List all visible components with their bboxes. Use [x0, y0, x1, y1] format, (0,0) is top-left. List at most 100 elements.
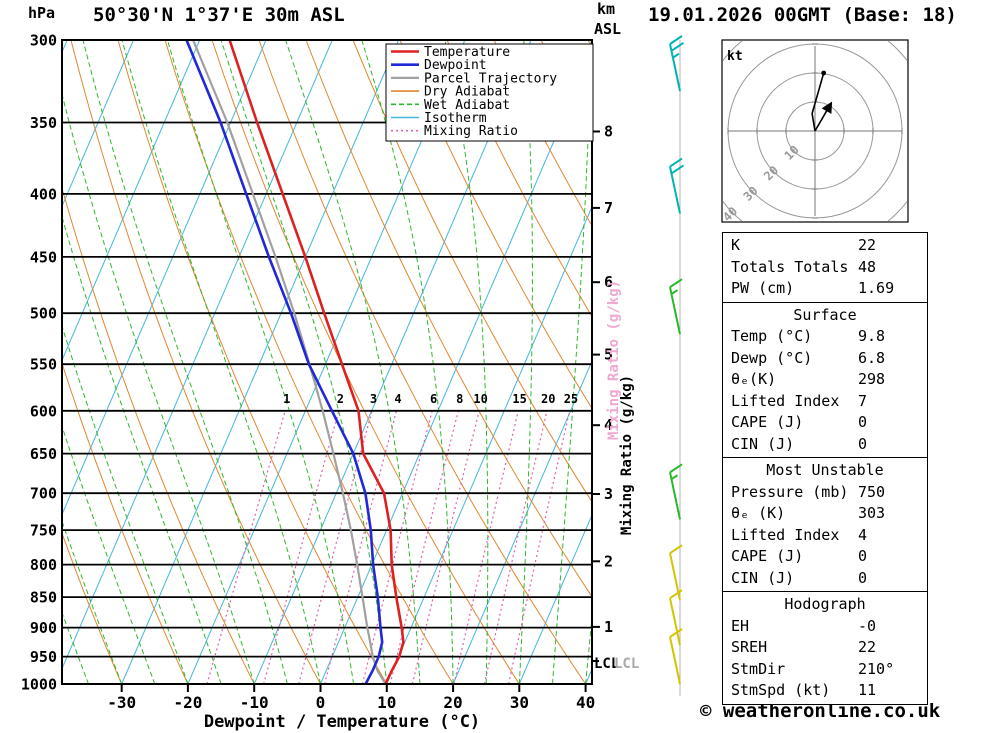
km-tick-label: 1: [604, 618, 613, 636]
stats-row: SREH 22: [723, 637, 927, 659]
temp-tick-label: 30: [510, 693, 529, 712]
stats-row: Dewp (°C) 6.8: [723, 348, 927, 370]
stat-value: 48: [858, 257, 877, 276]
wind-barb-full-prong: [670, 164, 685, 175]
km-tick-label: 5: [604, 346, 613, 364]
isotherm-line: [187, 40, 466, 684]
wet-adiabat-line: [62, 324, 189, 684]
mixing-ratio-value-labels: 1 2 3 4 6 8 10 15 20 25: [283, 392, 578, 406]
mixing-ratio-axis-label: Mixing Ratio (g/kg): [619, 375, 635, 535]
legend-item-label: Wet Adiabat: [424, 98, 510, 113]
wet-adiabat-line: [62, 424, 156, 684]
stat-label: Pressure (mb): [731, 482, 849, 501]
wet-adiabat-line: [121, 40, 321, 684]
mixing-ratio-line: [453, 410, 519, 684]
wind-barb-full-prong: [669, 628, 683, 638]
wind-barb-staff: [669, 636, 681, 685]
stat-label: Temp (°C): [731, 327, 813, 345]
stat-value: 0: [858, 413, 868, 431]
stat-label: Lifted Index: [731, 391, 840, 410]
wind-barb-staff: [669, 286, 681, 335]
wind-barb-half-prong: [672, 52, 680, 59]
stat-label: Totals Totals: [731, 257, 849, 276]
mixing-ratio-line: [389, 410, 459, 684]
stat-value: 0: [858, 568, 868, 587]
km-tick-label: 4: [604, 416, 613, 434]
temp-tick-label: 40: [576, 693, 595, 712]
x-axis-title: Dewpoint / Temperature (°C): [204, 712, 480, 732]
stat-value: 298: [858, 370, 886, 388]
temp-tick-label: -10: [240, 693, 269, 712]
stats-row: Totals Totals 48: [723, 257, 927, 279]
stats-row: Temp (°C) 9.8: [723, 326, 927, 348]
wind-barb-full-prong: [669, 35, 683, 45]
stats-section: Hodograph EH -0 SREH 22 StmDir 210° StmSpd (kt)…: [722, 591, 928, 705]
wind-barb-staff: [669, 43, 681, 92]
stats-row: Lifted Index 4: [723, 525, 927, 547]
pressure-tick-label: 950: [30, 648, 57, 666]
temperature-curve: [228, 40, 405, 684]
wind-barb-full-prong: [669, 278, 683, 289]
km-tick-label: 7: [604, 199, 613, 217]
stat-label: PW (cm): [731, 279, 795, 297]
pressure-tick-label: 400: [30, 185, 57, 203]
temp-tick-label: -20: [173, 693, 202, 712]
stat-label: CIN (J): [731, 568, 795, 587]
isotherm-line: [121, 40, 400, 684]
stat-value: 6.8: [858, 348, 886, 367]
isotherm-line: [0, 40, 1, 684]
lcl-label: LCL: [594, 656, 619, 672]
stat-value: 210°: [858, 659, 895, 678]
hodograph-trace: [811, 72, 825, 132]
stats-row: Lifted Index 7: [723, 391, 927, 413]
stat-value: 0: [858, 434, 868, 453]
stats-row: EH -0: [723, 616, 927, 638]
isotherm-line: [62, 40, 267, 516]
stats-section-header: Hodograph: [784, 595, 866, 613]
stats-row: StmSpd (kt) 11: [723, 680, 927, 702]
stat-label: Dewp (°C): [731, 348, 813, 367]
isotherm-line: [253, 40, 532, 684]
wet-adiabat-line: [444, 40, 489, 684]
pressure-tick-label: 550: [30, 356, 57, 374]
stats-row: Pressure (mb) 750: [723, 482, 927, 504]
stat-label: Lifted Index: [731, 525, 840, 544]
page-title-location: 50°30'N 1°37'E 30m ASL: [93, 4, 345, 26]
dry-adiabat-line: [62, 186, 255, 684]
stat-label: StmDir: [731, 659, 786, 678]
stat-label: CAPE (J): [731, 547, 804, 565]
wind-barb: [669, 157, 685, 214]
wind-barb-column: [669, 35, 685, 696]
wind-barb-full-prong: [669, 463, 683, 474]
pressure-tick-label: 850: [30, 589, 57, 607]
parcel-trajectory-curve: [192, 40, 387, 684]
dry-adiabat-line: [62, 361, 189, 684]
wind-barb: [669, 278, 683, 335]
stat-label: StmSpd (kt): [731, 681, 831, 699]
stat-label: CAPE (J): [731, 413, 804, 431]
wind-barb-full-prong: [669, 544, 683, 555]
pressure-tick-label: 1000: [21, 676, 57, 694]
stats-section: Surface Temp (°C) 9.8 Dewp (°C) 6.8 θₑ(K) 298 L…: [722, 301, 928, 458]
mixing-ratio-value-label: 10: [473, 392, 487, 406]
stat-value: -0: [858, 616, 877, 635]
mixing-ratio-axis-label-pink: Mixing Ratio (g/kg): [606, 280, 622, 440]
legend-item-label: Dewpoint: [424, 58, 487, 73]
stat-label: CIN (J): [731, 434, 795, 453]
legend-item-label: Parcel Trajectory: [424, 71, 557, 86]
stat-value: 4: [858, 525, 868, 544]
isotherm-line: [62, 40, 333, 670]
stat-value: 22: [858, 236, 877, 254]
wind-barb-full-prong: [669, 157, 683, 168]
mixing-ratio-value-label: 1: [283, 392, 290, 406]
km-tick-label: 8: [604, 123, 613, 141]
axis-ticks-and-labels: 3003504004505005506006507007508008509009…: [21, 32, 613, 713]
mixing-ratio-value-label: 2: [337, 392, 344, 406]
legend-item-label: Temperature: [424, 45, 510, 60]
wet-adiabat-line: [62, 92, 255, 684]
mixing-ratio-line: [411, 410, 480, 684]
mixing-ratio-value-label: 25: [564, 392, 578, 406]
wind-barb: [669, 628, 683, 685]
stat-value: 303: [858, 504, 886, 522]
